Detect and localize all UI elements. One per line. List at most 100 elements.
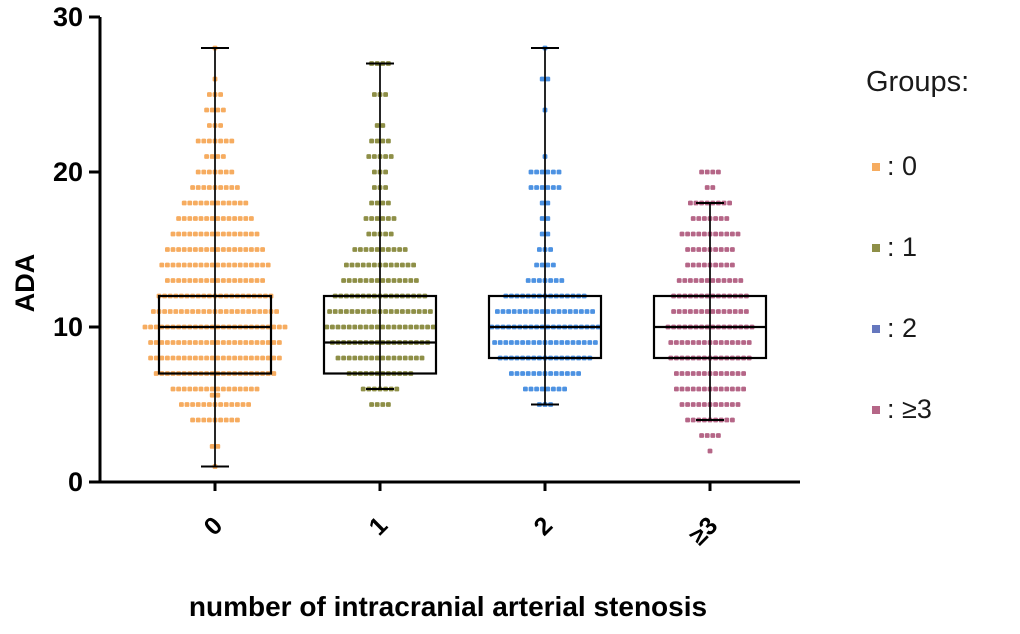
data-dot [221,278,226,283]
legend-label: : 2 [887,313,918,343]
data-dot [702,402,707,407]
legend-title: Groups: [866,66,970,98]
data-dot [702,231,707,237]
data-dot [394,309,400,314]
data-dot [391,355,397,361]
data-dot [235,185,240,190]
data-dot [713,402,718,407]
data-dot [363,216,369,221]
data-dot [170,340,176,345]
data-dot [246,402,251,407]
data-dot [704,433,710,438]
data-dot [226,216,232,221]
data-dot [201,402,207,407]
data-dot [181,262,187,268]
data-dot [573,309,579,314]
data-dot [716,433,721,438]
data-dot [249,386,254,392]
data-dot [237,200,243,206]
data-dot [243,216,249,221]
data-dot [153,355,159,361]
data-dot [537,278,542,283]
data-dot [545,386,551,392]
data-dot [548,340,553,345]
data-dot [215,154,221,159]
data-dot [360,262,366,268]
data-dot [584,309,590,314]
data-dot [411,262,416,268]
data-dot [341,324,346,330]
data-dot [254,386,260,392]
data-dot [730,340,735,345]
data-dot [181,247,187,252]
data-dot [520,340,525,345]
data-dot [187,216,193,221]
data-dot [369,402,374,407]
data-dot [374,278,380,283]
data-dot [492,340,497,345]
data-dot [724,216,730,221]
data-dot [372,92,377,97]
x-category-label: 0 [199,511,229,541]
data-dot [181,340,187,345]
data-dot [193,262,198,268]
data-dot [176,355,181,361]
data-dot [545,76,551,82]
data-dot [366,309,372,314]
data-dot [397,278,402,283]
data-dot [243,200,249,206]
data-dot [537,247,542,252]
data-dot [148,340,153,345]
data-dot [215,444,221,449]
data-dot [741,340,746,345]
data-dot [372,185,377,190]
data-dot [539,76,545,82]
data-dot [372,231,377,237]
data-dot [201,309,207,314]
data-dot [215,262,221,268]
data-dot [693,309,699,314]
data-dot [690,402,696,407]
data-dot [335,324,341,330]
data-dot [193,200,198,206]
data-dot [679,402,685,407]
data-dot [193,355,198,361]
data-dot [425,324,430,330]
data-dot [187,200,193,206]
data-dot [514,371,520,376]
data-dot [176,247,181,252]
data-dot [254,278,260,283]
data-dot [190,309,195,314]
data-dot [556,185,562,190]
data-dot [503,340,509,345]
data-dot [232,216,237,221]
data-dot [223,169,229,175]
data-dot [682,278,688,283]
data-dot [531,278,537,283]
data-dot [730,371,735,376]
data-dot [710,433,716,438]
data-dot [386,402,391,407]
data-dot [209,154,215,159]
data-dot [204,340,209,345]
data-dot [500,309,506,314]
y-tick-label: 10 [53,312,83,342]
data-dot [579,309,584,314]
data-dot [539,169,545,175]
data-dot [170,262,176,268]
data-dot [355,262,360,268]
data-dot [397,247,402,252]
data-dot [528,169,534,175]
data-dot [221,340,226,345]
data-dot [690,262,696,268]
box-plot [322,294,438,375]
data-dot [383,309,388,314]
data-dot [570,371,576,376]
data-dot [243,247,249,252]
data-dot [204,154,209,159]
data-dot [386,355,391,361]
legend-marker-icon [872,243,880,252]
data-dot [679,386,685,392]
data-dot [386,138,391,144]
